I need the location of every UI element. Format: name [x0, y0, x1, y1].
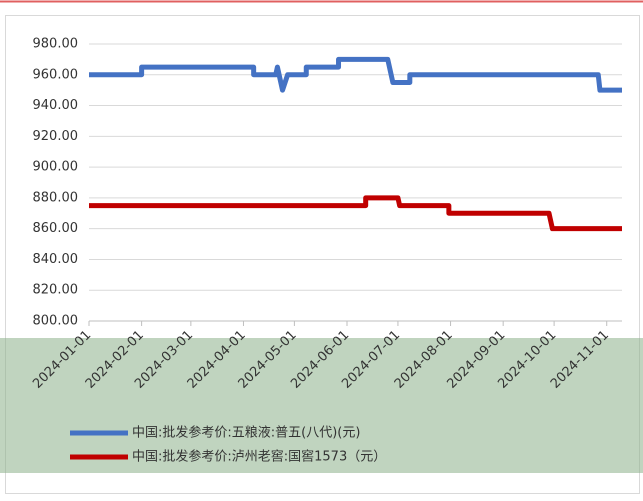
y-tick-label: 800.00: [33, 314, 79, 329]
y-tick-label: 940.00: [33, 98, 79, 113]
y-tick-label: 980.00: [33, 37, 79, 52]
y-tick-label: 880.00: [33, 190, 79, 205]
y-tick-label: 920.00: [33, 129, 79, 144]
overlay-band: [0, 338, 643, 473]
y-tick-label: 960.00: [33, 67, 79, 82]
y-tick-label: 840.00: [33, 252, 79, 267]
series-line: [89, 56, 622, 93]
series-line: [89, 195, 622, 232]
legend-label: 中国:批发参考价:五粮液:普五(八代)(元): [132, 425, 360, 441]
y-tick-label: 900.00: [33, 160, 79, 175]
y-tick-label: 860.00: [33, 221, 79, 236]
y-tick-label: 820.00: [33, 283, 79, 298]
chart-frame: [5, 15, 640, 494]
legend-label: 中国:批发参考价:泸州老窖:国窖1573（元）: [132, 449, 386, 465]
